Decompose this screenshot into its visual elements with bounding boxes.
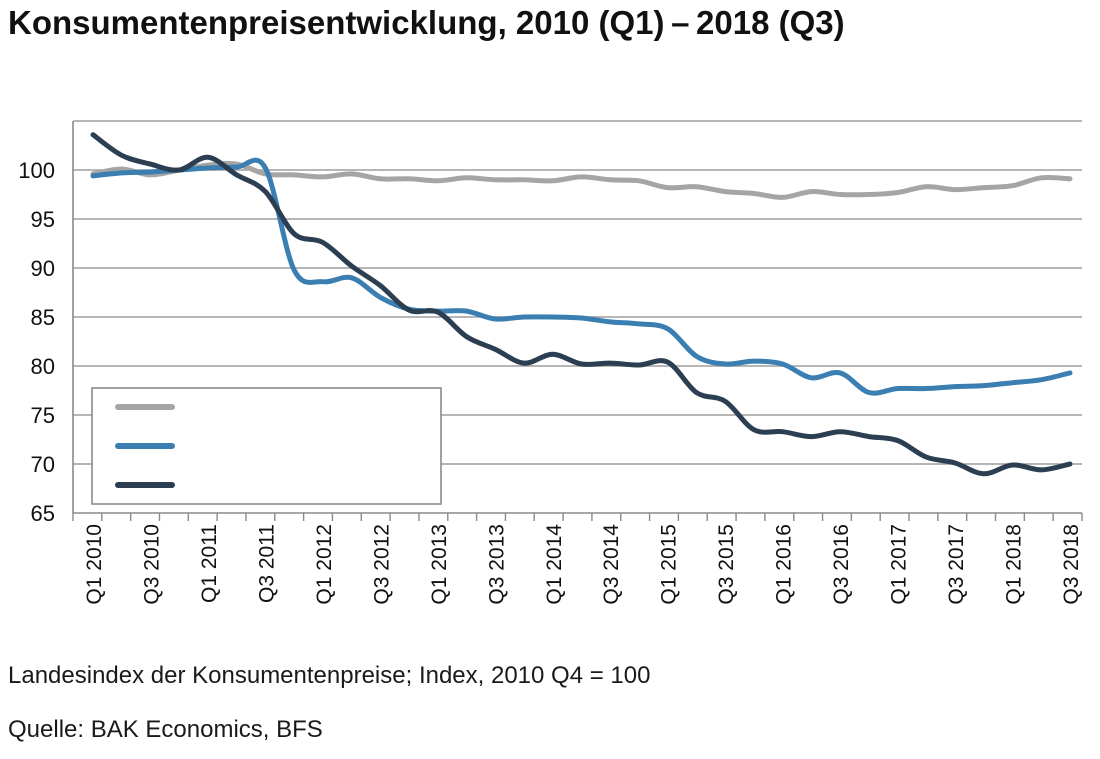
index-note: Landesindex der Konsumentenpreise; Index… <box>8 662 651 689</box>
x-tick-label: Q3 2012 <box>370 524 393 605</box>
y-tick-label: 75 <box>31 403 55 428</box>
x-tick-label: Q1 2013 <box>428 524 451 605</box>
source-note: Quelle: BAK Economics, BFS <box>8 716 323 743</box>
x-tick-label: Q3 2016 <box>830 524 853 605</box>
y-tick-label: 80 <box>31 354 55 379</box>
x-tick-label: Q1 2014 <box>543 524 566 605</box>
series-line-3 <box>90 132 1073 477</box>
legend <box>91 387 442 505</box>
y-tick-label: 90 <box>31 256 55 281</box>
x-tick-label: Q3 2010 <box>140 524 163 605</box>
y-tick-label: 70 <box>31 452 55 477</box>
y-tick-labels: 65 70 75 80 85 90 95 100 <box>18 158 55 526</box>
series-line-1 <box>90 161 1073 200</box>
x-tick-label: Q1 2012 <box>313 524 336 605</box>
y-tick-label: 100 <box>18 158 55 183</box>
chart-title: Konsumentenpreisentwicklung, 2010 (Q1) –… <box>8 4 845 41</box>
x-tick-label: Q3 2011 <box>255 524 278 603</box>
x-tick-label: Q3 2015 <box>715 524 738 605</box>
x-tick-label: Q1 2011 <box>198 524 221 603</box>
x-tick-label: Q3 2018 <box>1060 524 1083 605</box>
x-tick-label: Q1 2017 <box>888 524 911 605</box>
series-line-2 <box>90 157 1073 396</box>
y-tick-label: 85 <box>31 305 55 330</box>
axes <box>72 121 1083 521</box>
x-tick-labels: Q1 2010 Q3 2010 Q1 2011 Q3 2011 Q1 2012 Q3 20… <box>83 524 1083 605</box>
x-tick-label: Q1 2016 <box>773 524 796 605</box>
y-tick-label: 65 <box>31 501 55 526</box>
y-tick-label: 95 <box>31 207 55 232</box>
series-lines <box>90 132 1073 477</box>
x-tick-label: Q3 2017 <box>945 524 968 605</box>
x-tick-label: Q3 2013 <box>485 524 508 605</box>
x-tick-label: Q3 2014 <box>600 524 623 605</box>
x-tick-label: Q1 2015 <box>658 524 681 605</box>
x-tick-label: Q1 2010 <box>83 524 106 605</box>
x-tick-label: Q1 2018 <box>1003 524 1026 605</box>
